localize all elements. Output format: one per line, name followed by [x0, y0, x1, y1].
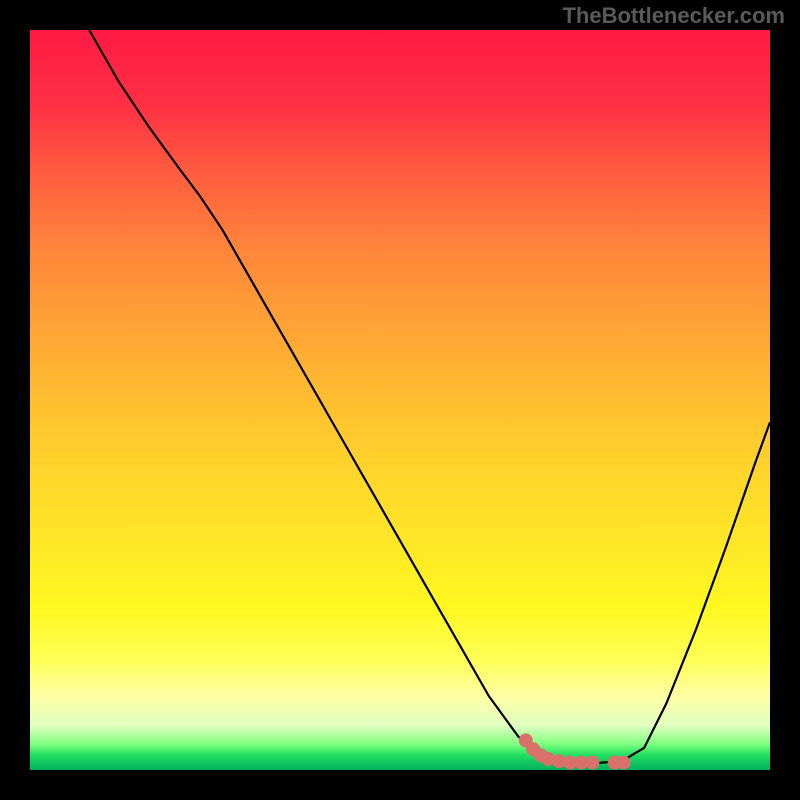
watermark-text: TheBottlenecker.com	[562, 3, 785, 29]
chart-svg	[30, 30, 770, 770]
chart-plot-area	[30, 30, 770, 770]
data-marker	[616, 756, 630, 770]
plot-background	[30, 30, 770, 770]
data-marker	[585, 756, 599, 770]
